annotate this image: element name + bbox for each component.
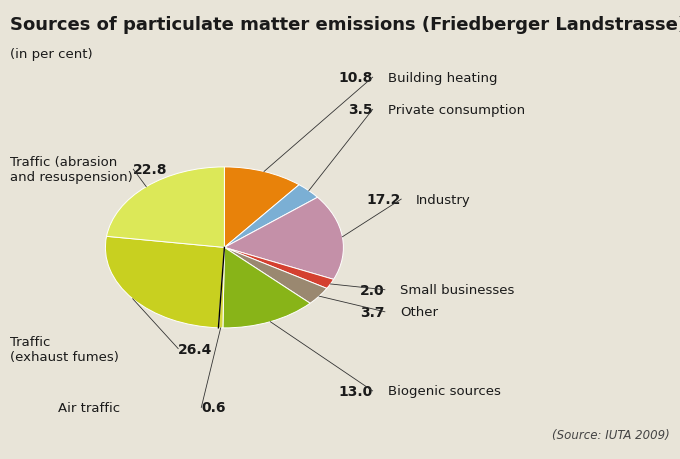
Wedge shape [224, 198, 343, 280]
Text: 3.7: 3.7 [360, 305, 385, 319]
Text: 3.5: 3.5 [348, 103, 373, 117]
Wedge shape [224, 248, 327, 303]
Wedge shape [107, 168, 224, 248]
Text: Building heating: Building heating [388, 72, 497, 84]
Text: 0.6: 0.6 [201, 401, 226, 414]
Wedge shape [105, 237, 224, 328]
Text: Sources of particulate matter emissions (Friedberger Landstrasse): Sources of particulate matter emissions … [10, 16, 680, 34]
Wedge shape [223, 248, 310, 328]
Text: 10.8: 10.8 [338, 71, 373, 85]
Text: Traffic
(exhaust fumes): Traffic (exhaust fumes) [10, 335, 118, 363]
Text: 2.0: 2.0 [360, 283, 385, 297]
Text: 26.4: 26.4 [178, 342, 213, 356]
Wedge shape [224, 185, 318, 248]
Text: Air traffic: Air traffic [58, 401, 120, 414]
Text: 22.8: 22.8 [133, 163, 168, 177]
Text: Biogenic sources: Biogenic sources [388, 385, 500, 397]
Wedge shape [218, 248, 224, 328]
Wedge shape [224, 168, 299, 248]
Text: Private consumption: Private consumption [388, 104, 525, 117]
Text: Other: Other [400, 306, 438, 319]
Text: Small businesses: Small businesses [400, 284, 514, 297]
Text: Industry: Industry [416, 193, 471, 206]
Text: Traffic (abrasion
and resuspension): Traffic (abrasion and resuspension) [10, 156, 133, 184]
Text: (Source: IUTA 2009): (Source: IUTA 2009) [552, 428, 670, 441]
Text: 13.0: 13.0 [339, 384, 373, 398]
Text: 17.2: 17.2 [367, 193, 401, 207]
Text: (in per cent): (in per cent) [10, 48, 93, 61]
Wedge shape [224, 248, 334, 289]
